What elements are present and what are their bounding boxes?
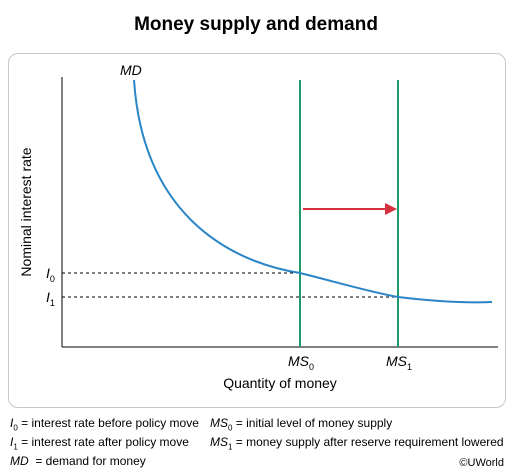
ms1-label: MS1 bbox=[386, 353, 412, 372]
i1-label: I1 bbox=[46, 289, 55, 308]
diagram-panel bbox=[8, 53, 506, 408]
legend-i1: I1 = interest rate after policy move bbox=[10, 435, 189, 452]
legend-md: MD = demand for money bbox=[10, 454, 146, 468]
y-axis-label: Nominal interest rate bbox=[18, 147, 34, 276]
diagram-title: Money supply and demand bbox=[134, 14, 378, 35]
legend-ms0: MS0 = initial level of money supply bbox=[210, 416, 393, 433]
copyright-notice: ©UWorld bbox=[459, 457, 504, 469]
md-label: MD bbox=[120, 62, 142, 78]
legend-ms1: MS1 = money supply after reserve require… bbox=[210, 435, 504, 452]
legend-i0: I0 = interest rate before policy move bbox=[10, 416, 199, 433]
shift-arrowhead bbox=[385, 203, 397, 215]
md-curve bbox=[133, 79, 493, 304]
ms0-label: MS0 bbox=[288, 353, 314, 372]
i0-label: I0 bbox=[46, 265, 55, 284]
x-axis-label: Quantity of money bbox=[223, 375, 337, 391]
